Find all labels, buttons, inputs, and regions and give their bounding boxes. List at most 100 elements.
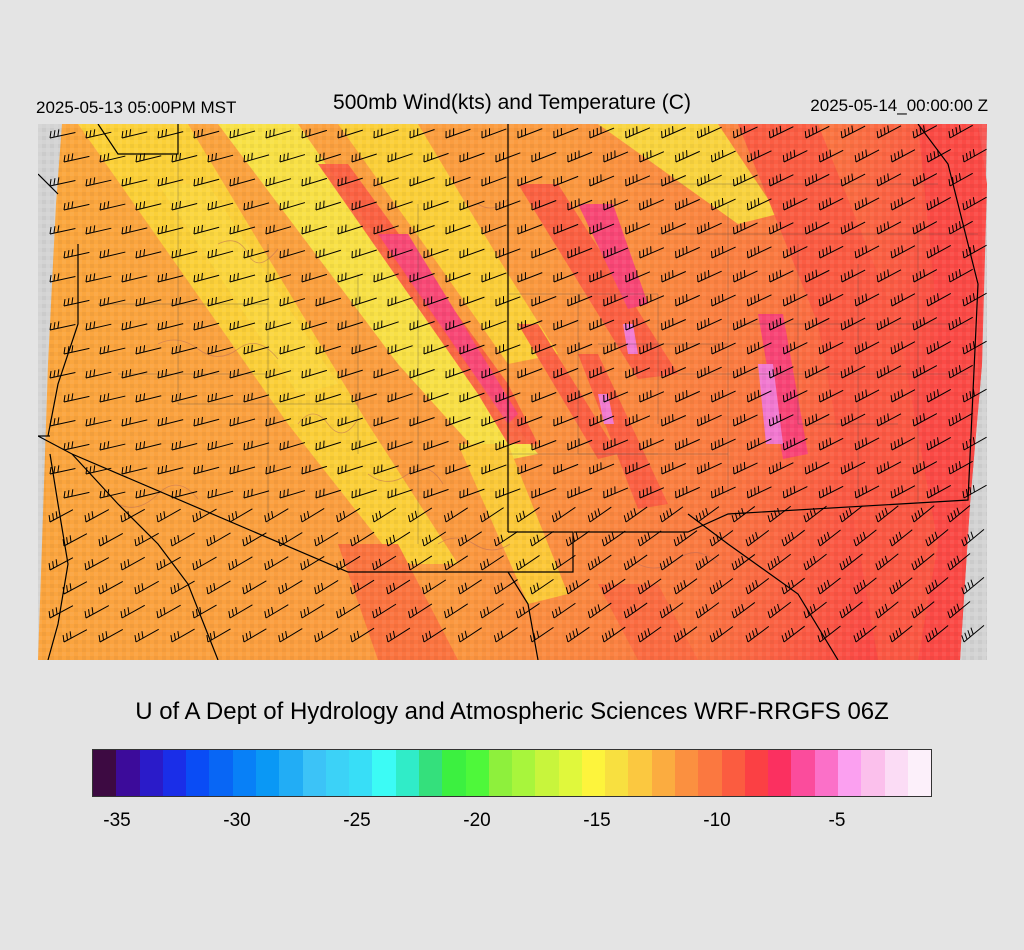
wind-barb (782, 197, 808, 211)
map-panel (38, 124, 987, 660)
local-time-label: 2025-05-13 05:00PM MST (36, 98, 237, 117)
wind-barb (279, 440, 306, 451)
wind-barb (925, 625, 949, 643)
wind-barb (157, 273, 184, 283)
wind-barb (782, 149, 808, 163)
wind-barb (675, 150, 700, 163)
wind-barb (84, 557, 110, 571)
wind-barb (157, 177, 184, 187)
wind-barb (768, 413, 794, 427)
wind-barb (387, 152, 413, 163)
wind-barb (207, 488, 234, 499)
wind-barb (948, 364, 973, 379)
wind-barb (603, 246, 629, 259)
wind-barb (589, 318, 615, 331)
wind-barb (85, 321, 112, 331)
wind-barb (782, 245, 808, 259)
wind-barb (279, 344, 306, 355)
colorbar-swatch (93, 750, 117, 796)
wind-barb (63, 489, 90, 499)
wind-barb (265, 176, 292, 187)
wind-barb (207, 248, 234, 259)
wind-barb (876, 365, 902, 379)
wind-barb (551, 506, 576, 523)
wind-barb (387, 200, 413, 211)
wind-barb (947, 553, 971, 571)
colorbar-swatch (302, 750, 326, 796)
wind-barb (337, 176, 363, 187)
wind-barb (746, 437, 772, 451)
wind-barb (495, 152, 521, 163)
colorbar-swatch (581, 750, 606, 796)
wind-barb (84, 605, 110, 619)
wind-barb (732, 173, 758, 187)
wind-barb (423, 392, 449, 403)
wind-barb (135, 393, 162, 403)
wind-barb (444, 507, 469, 523)
wind-barb (567, 246, 593, 259)
colorbar-swatch (488, 750, 513, 796)
wind-barb (961, 577, 985, 595)
colorbar-swatch (442, 750, 466, 796)
wind-barb (732, 317, 758, 331)
colorbar-swatch (721, 750, 745, 796)
wind-barb (840, 317, 866, 331)
wind-barb (481, 272, 507, 283)
wind-barb (445, 128, 471, 139)
wind-barb (48, 509, 74, 523)
wind-barb (746, 389, 772, 403)
wind-barb (962, 196, 987, 211)
wind-barb (875, 601, 899, 619)
wind-barb (673, 578, 698, 595)
wind-barb (961, 625, 985, 643)
wind-barb (387, 296, 413, 307)
wind-barb (732, 461, 758, 475)
wind-barb (121, 417, 148, 427)
wind-barb (300, 508, 325, 523)
wind-barb (876, 221, 902, 235)
colorbar-swatch (791, 750, 815, 796)
wind-barb (243, 200, 270, 211)
map-title: 500mb Wind(kts) and Temperature (C) (333, 91, 691, 114)
wind-barb (639, 150, 665, 163)
wind-barb (99, 249, 126, 259)
wind-barb (840, 461, 866, 475)
wind-barb (603, 438, 629, 451)
wind-barb (300, 604, 325, 619)
wind-barb (553, 127, 579, 139)
wind-barb (409, 128, 435, 139)
wind-barb (947, 505, 971, 523)
wind-barb (314, 579, 339, 595)
wind-barb (279, 152, 306, 163)
wind-barb (603, 342, 629, 355)
wind-barb (553, 175, 579, 187)
wind-barb (49, 321, 76, 331)
wind-barb (625, 126, 651, 139)
colorbar-swatch (651, 750, 676, 796)
wind-barb (697, 366, 722, 379)
wind-barb (457, 579, 482, 595)
wind-barb (804, 365, 830, 379)
wind-barb (373, 368, 399, 379)
wind-barb (264, 556, 289, 571)
wind-barb (697, 318, 722, 331)
wind-barb (479, 603, 504, 619)
wind-barb (962, 484, 987, 499)
wind-barb (589, 222, 615, 235)
wind-barb (387, 440, 413, 451)
wind-barb (926, 485, 952, 499)
wind-barb (746, 293, 772, 307)
colorbar-swatch (465, 750, 489, 796)
wind-barb (192, 556, 217, 571)
wind-barb (243, 488, 270, 499)
colorbar-swatch (279, 750, 303, 796)
wind-barb (890, 149, 916, 163)
wind-barb (135, 201, 162, 211)
wind-barb (265, 416, 292, 427)
wind-barb (948, 220, 973, 235)
wind-barb (409, 320, 435, 331)
wind-barb (481, 176, 507, 187)
wind-barb (854, 149, 880, 163)
wind-barb (695, 506, 720, 523)
wind-barb (386, 531, 411, 547)
